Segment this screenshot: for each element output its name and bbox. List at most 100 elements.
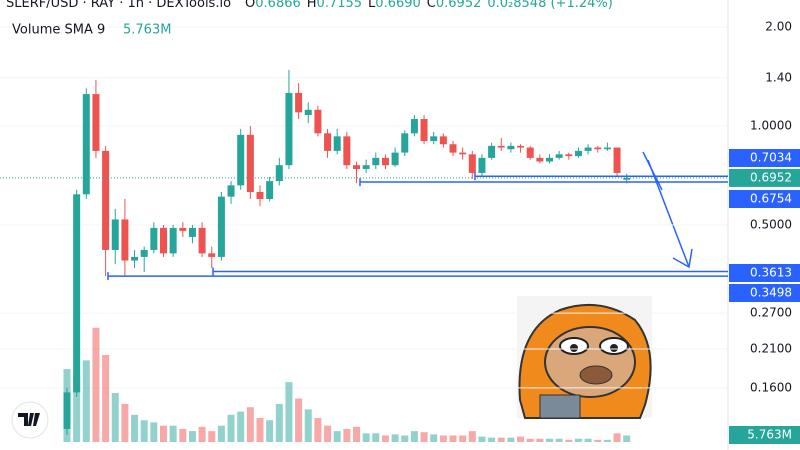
volume-bar bbox=[295, 398, 303, 442]
candle-body bbox=[420, 119, 428, 142]
candle-body bbox=[449, 144, 457, 153]
candle-body bbox=[131, 256, 139, 261]
y-tick-label: 0.5000 bbox=[750, 218, 792, 232]
volume-bar bbox=[304, 409, 312, 442]
volume-bar bbox=[285, 382, 293, 442]
candle-body bbox=[410, 119, 418, 134]
candle-body bbox=[439, 136, 447, 145]
volume-bar bbox=[121, 403, 129, 442]
candle-body bbox=[517, 145, 525, 148]
volume-bar bbox=[623, 435, 631, 442]
ohlc-value: 0.6690 bbox=[375, 0, 421, 11]
volume-bar bbox=[169, 425, 177, 442]
volume-bar bbox=[488, 437, 496, 442]
candle-body bbox=[353, 165, 360, 170]
volume-bar bbox=[362, 433, 370, 442]
candle-body bbox=[324, 133, 332, 151]
volume-bar bbox=[517, 436, 525, 442]
volume-bar bbox=[188, 431, 196, 442]
candle-body bbox=[160, 227, 167, 254]
volume-bar bbox=[613, 433, 621, 442]
price-label-box bbox=[729, 284, 800, 302]
candle-body bbox=[285, 92, 293, 166]
volume-bar bbox=[391, 434, 399, 442]
volume-bar bbox=[111, 393, 119, 442]
volume-bar bbox=[275, 403, 283, 442]
volume-bar bbox=[150, 422, 158, 442]
arrow-drawing bbox=[642, 151, 693, 269]
volume-bar bbox=[603, 439, 611, 442]
volume-bar bbox=[574, 438, 582, 442]
candle-body bbox=[459, 152, 467, 155]
meme-image bbox=[517, 296, 652, 419]
candle-body bbox=[266, 181, 274, 199]
volume-bar bbox=[459, 435, 467, 442]
candle-body bbox=[304, 109, 312, 115]
volume-bar bbox=[208, 431, 216, 442]
volume-bar bbox=[584, 438, 592, 442]
volume-bar bbox=[227, 414, 235, 442]
volume-sma-box bbox=[729, 426, 800, 444]
volume-bar bbox=[343, 428, 351, 442]
candle-body bbox=[169, 227, 177, 254]
candle-body bbox=[603, 147, 611, 150]
candle-body bbox=[565, 154, 573, 157]
candle-body bbox=[73, 194, 81, 393]
volume-bar bbox=[92, 327, 100, 442]
volume-bar bbox=[102, 354, 110, 442]
volume-bar bbox=[324, 425, 332, 442]
candle-body bbox=[555, 154, 563, 158]
candle-body bbox=[188, 227, 196, 237]
ohlc-key: C bbox=[427, 0, 436, 11]
candle-body bbox=[333, 136, 341, 151]
ohlc-key: H bbox=[307, 0, 317, 11]
volume-bar bbox=[594, 439, 602, 442]
volume-bar bbox=[217, 425, 225, 442]
volume-bar bbox=[314, 418, 322, 442]
candle-body bbox=[121, 219, 129, 261]
volume-bar bbox=[353, 426, 360, 442]
volume-bar bbox=[546, 438, 553, 442]
volume-bar bbox=[333, 431, 341, 442]
candle-body bbox=[314, 109, 322, 134]
volume-bar bbox=[478, 436, 486, 442]
candle-body bbox=[198, 227, 206, 254]
volume-bar bbox=[381, 435, 389, 442]
volume-bar bbox=[449, 435, 457, 442]
candle-body bbox=[102, 150, 110, 250]
candle-body bbox=[140, 249, 148, 257]
volume-bar bbox=[73, 376, 81, 442]
volume-bar bbox=[497, 437, 505, 442]
volume-bar bbox=[372, 433, 380, 442]
volume-bar bbox=[198, 426, 206, 442]
price-label-box bbox=[729, 190, 800, 208]
symbol: SLERF/USD · RAY · 1h · DEXTools.io bbox=[6, 0, 231, 11]
candle-body bbox=[343, 136, 351, 166]
y-tick-label: 1.40 bbox=[765, 70, 792, 84]
candle-body bbox=[295, 92, 303, 113]
price-axis bbox=[728, 0, 800, 450]
price-label-box bbox=[729, 264, 800, 282]
ohlc-value: 0.7155 bbox=[317, 0, 363, 11]
candle-body bbox=[150, 227, 158, 250]
y-tick-label: 1.0000 bbox=[750, 118, 792, 132]
price-label: 0.7034 bbox=[750, 151, 792, 165]
ohlc-value: 0.6952 bbox=[436, 0, 482, 11]
candle-body bbox=[208, 253, 216, 257]
candle-body bbox=[111, 219, 119, 250]
candle-body bbox=[92, 94, 100, 151]
ohlc-value: 0.6866 bbox=[255, 0, 301, 11]
volume-bar bbox=[160, 425, 167, 442]
volume-bar bbox=[410, 431, 418, 442]
candle-body bbox=[507, 145, 515, 150]
price-label: 0.3613 bbox=[750, 266, 792, 280]
candle-body bbox=[246, 134, 254, 193]
indicator-value: 5.763M bbox=[123, 23, 171, 38]
candle-body bbox=[497, 145, 505, 148]
volume-bar bbox=[536, 438, 544, 442]
candle-body bbox=[227, 185, 235, 197]
volume-bar bbox=[179, 428, 187, 442]
candle-body bbox=[468, 154, 476, 173]
